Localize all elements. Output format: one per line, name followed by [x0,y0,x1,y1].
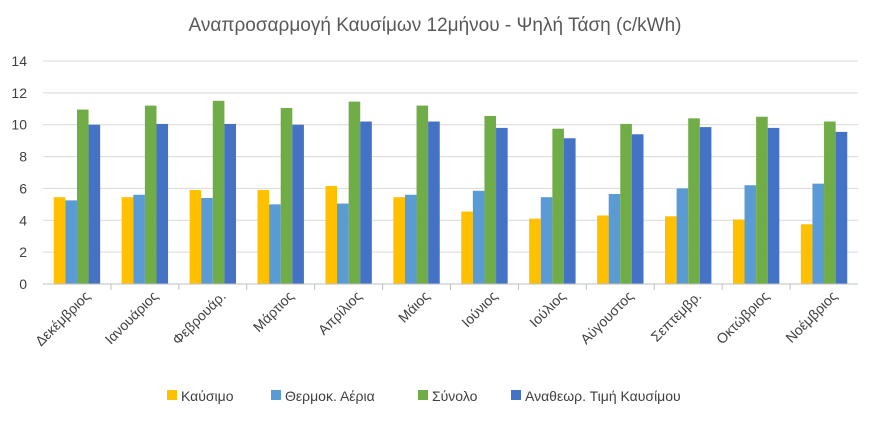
bar [699,127,712,284]
bar [597,215,609,284]
legend-swatch [271,390,281,400]
bar [88,124,101,284]
chart-title: Αναπροσαρμογή Καυσίμων 12μήνου - Ψηλή Τά… [189,15,682,36]
bar [812,183,825,284]
x-category-label: Σεπτεμβρ. [648,288,705,345]
legend-label: Σύνολο [432,388,478,404]
gridlines [43,60,858,253]
bar [472,190,485,284]
x-category-label: Μάιος [395,288,433,326]
bar [76,109,89,284]
bar [404,194,417,284]
bar [688,118,700,284]
bar [631,134,644,284]
legend-label: Αναθεωρ. Τιμή Καυσίμου [525,388,681,404]
bar [53,197,66,284]
x-category-label: Αύγουστος [577,288,637,348]
bar [620,123,632,285]
x-category-label: Ιανουάριος [101,288,161,348]
bar [496,127,508,285]
x-category-label: Φεβρουάρ. [169,288,229,348]
y-tick-label: 10 [11,117,27,133]
legend-label: Καύσιμο [181,388,234,404]
x-category-label: Ιούλιος [526,288,569,331]
bar [212,100,225,284]
bar [360,121,372,285]
bar [292,124,304,284]
bar [676,188,689,284]
legend-swatch [167,390,177,400]
bar [416,105,429,284]
bar [133,194,145,284]
y-tick-label: 6 [19,180,27,196]
y-tick-label: 8 [19,149,27,165]
bar [824,121,836,285]
bar [744,185,757,284]
bar [325,186,338,284]
legend: Καύσιμο Θερμοκ. Αέρια Σύνολο Αναθεωρ. Τιμή … [167,388,681,404]
bars [53,100,848,285]
bar [552,128,564,284]
bar [348,101,361,284]
x-category-label: Δεκέμβριος [32,288,93,349]
y-tick-label: 0 [19,276,27,292]
bar [269,204,281,284]
bar [461,211,473,284]
x-category-label: Οκτώβριος [713,288,772,347]
x-axis-categories: Δεκέμβριος Ιανουάριος Φεβρουάρ. Μάρτιος Απρί… [32,284,840,349]
bar [563,138,576,284]
x-category-label: Απρίλιος [315,288,365,338]
bar [189,190,202,284]
bar [280,107,293,284]
bar [767,127,780,285]
bar [156,123,169,285]
y-axis-ticks: 0 2 4 6 8 10 12 14 [11,53,27,292]
bar [732,219,745,284]
legend-swatch [511,390,521,400]
bar [835,131,848,284]
legend-swatch [418,390,428,400]
bar [484,115,497,284]
bar [428,121,440,285]
x-category-label: Νοέμβριος [782,288,840,346]
bar [224,123,236,285]
bar [800,224,813,284]
bar [540,197,553,284]
legend-label: Θερμοκ. Αέρια [285,388,375,404]
bar [529,218,541,284]
bar [121,197,134,284]
y-tick-label: 2 [19,244,27,260]
bar [393,197,405,284]
bar [257,190,270,284]
x-category-label: Ιούνιος [458,288,501,331]
bar [665,216,677,284]
bar [756,116,768,284]
x-category-label: Μάρτιος [250,288,297,335]
y-tick-label: 12 [11,85,27,101]
bar [337,203,349,284]
bar [608,194,621,284]
y-tick-label: 4 [19,212,27,228]
bar [65,200,77,284]
y-tick-label: 14 [11,53,27,69]
bar [201,197,213,284]
bar [144,105,157,284]
